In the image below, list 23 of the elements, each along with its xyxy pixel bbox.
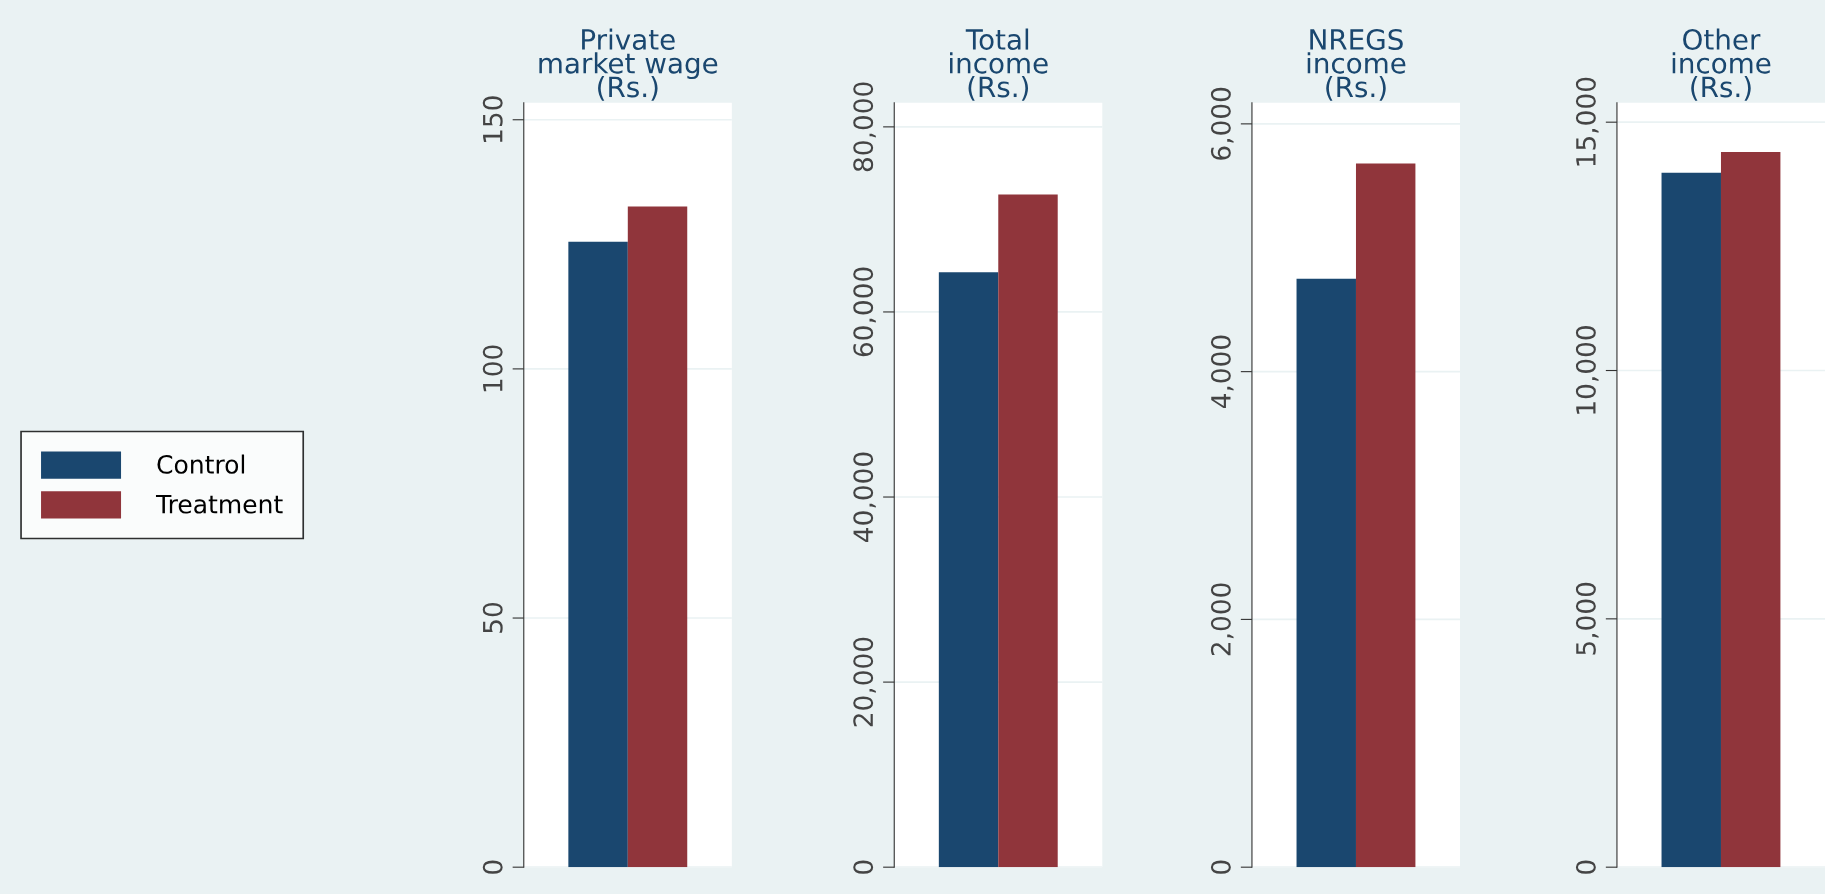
chart-title: Other income (Rs.) <box>1672 28 1771 101</box>
y-tick-label: 50 <box>482 603 503 633</box>
y-tick-label: 150 <box>482 96 503 143</box>
y-tick-label: 6,000 <box>1210 87 1234 160</box>
y-tick-label: 80,000 <box>853 82 876 172</box>
y-tick-label: 10,000 <box>1575 326 1599 414</box>
legend-label: Treatment <box>155 495 283 514</box>
y-tick-label: 20,000 <box>853 637 876 727</box>
y-tick-label: 0 <box>482 860 503 874</box>
y-tick-label: 5,000 <box>1575 582 1599 655</box>
y-tick-label: 0 <box>1575 860 1596 874</box>
y-tick-label: 40,000 <box>853 452 876 542</box>
y-tick-label: 2,000 <box>1210 583 1234 656</box>
chart-title: Private market wage (Rs.) <box>539 28 718 101</box>
y-tick-label: 4,000 <box>1210 335 1234 409</box>
chart-title: NREGS income (Rs.) <box>1307 28 1406 101</box>
y-tick-label: 15,000 <box>1575 77 1599 166</box>
legend-label: Control <box>157 454 245 474</box>
y-tick-label: 0 <box>853 860 874 874</box>
y-tick-label: 0 <box>1210 860 1231 874</box>
y-tick-label: 100 <box>482 345 503 392</box>
chart-title: Total income (Rs.) <box>950 28 1048 101</box>
y-tick-label: 60,000 <box>853 267 876 357</box>
